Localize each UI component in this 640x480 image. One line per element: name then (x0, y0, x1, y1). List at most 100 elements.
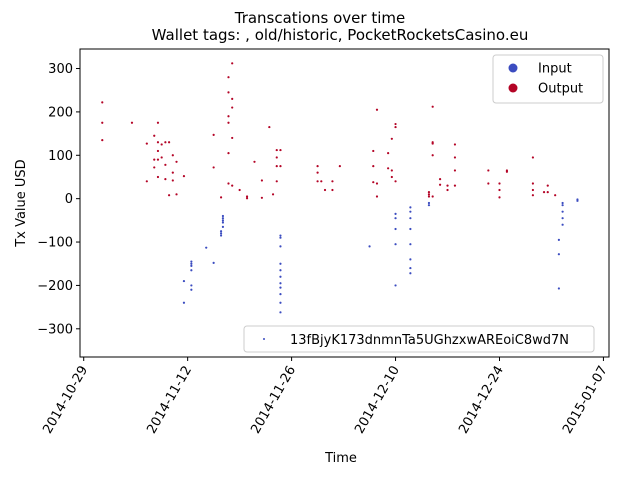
data-point-input (561, 223, 564, 226)
data-point-input (557, 238, 560, 241)
data-point-input (394, 243, 397, 246)
data-point-input (279, 262, 282, 265)
data-point-output (431, 105, 434, 108)
data-point-output (438, 183, 442, 186)
data-point-output (268, 125, 271, 129)
data-point-input (409, 272, 412, 275)
data-point-input (212, 261, 215, 264)
x-tick-label: 2014-11-26 (248, 364, 299, 437)
data-point-output (227, 152, 230, 155)
data-point-output (212, 133, 215, 136)
data-point-output (260, 179, 263, 182)
data-point-output (175, 193, 178, 196)
data-point-input (427, 201, 431, 205)
data-point-output (279, 148, 282, 152)
data-point-input (190, 264, 193, 267)
data-point-output (153, 158, 156, 161)
data-point-output (331, 180, 334, 183)
data-point-output (338, 165, 341, 168)
x-axis-label: Time (324, 451, 357, 466)
plot-area-frame (79, 48, 610, 358)
data-point-output (153, 134, 156, 137)
data-point-output (231, 184, 234, 187)
ticks-layer: 300 200 100 0 −100 −200 −300 2014-10-29 2014-11-… (37, 62, 611, 436)
data-point-output (372, 165, 375, 168)
data-point-input (190, 288, 193, 291)
x-tick-label: 2014-12-24 (456, 364, 507, 437)
data-point-input (219, 234, 223, 237)
data-point-output (394, 125, 397, 129)
data-point-output (245, 195, 249, 198)
data-point-output (156, 141, 160, 144)
data-point-output (498, 188, 501, 192)
data-point-input (279, 234, 282, 237)
data-point-output (394, 122, 397, 126)
data-point-output (145, 180, 148, 183)
data-point-input (221, 217, 225, 220)
data-point-input (279, 293, 282, 296)
data-point-output (231, 62, 234, 65)
data-point-output (231, 106, 234, 109)
data-point-output (487, 169, 490, 172)
data-point-input (409, 258, 412, 261)
data-point-output (227, 76, 230, 79)
data-point-output (275, 148, 278, 152)
data-point-input (190, 262, 193, 265)
y-tick-label: 300 (48, 62, 73, 77)
data-point-input (190, 260, 193, 263)
data-point-output (427, 191, 431, 194)
data-point-output (394, 180, 397, 183)
data-point-output (227, 121, 230, 124)
data-point-input (221, 214, 225, 218)
x-tick-label: 2014-12-10 (352, 364, 403, 437)
data-point-output (531, 194, 535, 197)
data-point-input (279, 286, 282, 289)
data-point-input (219, 230, 223, 233)
data-point-output (260, 196, 263, 199)
data-point-output (531, 188, 535, 192)
data-point-output (387, 167, 390, 170)
data-point-output (531, 182, 535, 185)
data-point-output (160, 156, 163, 159)
data-point-input (409, 243, 412, 246)
data-point-output (101, 121, 104, 124)
data-point-input (182, 279, 186, 283)
data-point-output (279, 165, 282, 168)
data-point-output (498, 196, 501, 199)
data-point-output (372, 181, 375, 184)
data-point-output (438, 178, 442, 181)
data-point-input (221, 225, 225, 228)
legend-output-label: Output (538, 82, 583, 97)
data-point-output (101, 101, 104, 104)
data-point-output (316, 171, 319, 174)
data-point-input (279, 275, 282, 278)
data-point-output (375, 182, 379, 185)
y-tick-label: 200 (48, 105, 73, 120)
data-point-input (576, 199, 579, 202)
data-point-input (409, 210, 412, 213)
data-point-output (160, 143, 163, 146)
data-point-output (546, 191, 549, 194)
data-point-output (156, 121, 160, 124)
data-point-output (431, 142, 434, 145)
data-point-output (167, 194, 171, 197)
legend-top: Input Output (492, 54, 604, 104)
data-point-output (331, 188, 334, 192)
y-axis-label: Tx Value USD (14, 159, 29, 247)
data-point-output (156, 158, 160, 161)
data-point-output (238, 188, 241, 192)
data-point-output (453, 169, 457, 172)
data-point-input (205, 246, 208, 249)
data-point-output (316, 180, 319, 183)
x-tick-label: 2014-11-12 (144, 364, 195, 437)
y-tick-label: −200 (37, 279, 73, 294)
data-point-output (153, 166, 156, 169)
data-point-input (279, 236, 282, 239)
data-point-output (156, 175, 160, 179)
legend-output-marker (508, 83, 518, 93)
data-point-output (182, 175, 186, 178)
data-point-input (279, 269, 282, 272)
data-point-output (171, 171, 174, 174)
data-point-output (375, 195, 379, 198)
